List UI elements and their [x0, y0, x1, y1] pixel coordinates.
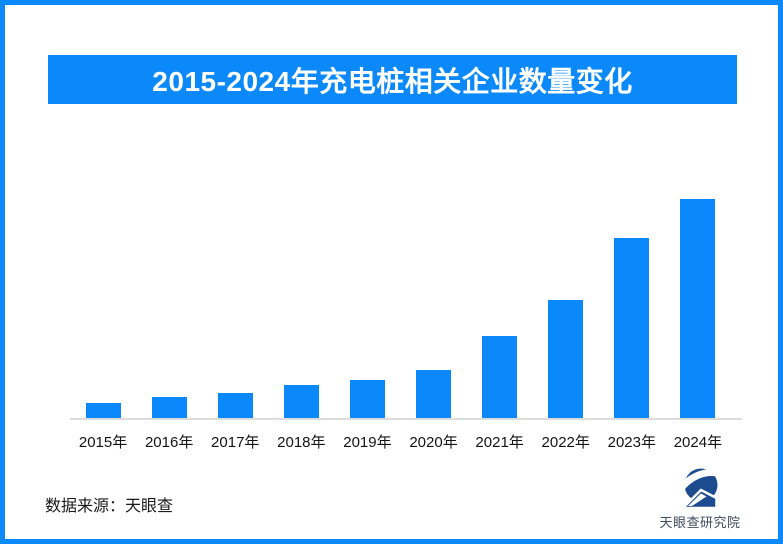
title-banner: 2015-2024年充电桩相关企业数量变化 — [48, 55, 737, 104]
bar-2020年 — [416, 370, 452, 418]
bar-column — [400, 370, 466, 418]
bar-2024年 — [680, 199, 716, 418]
chart-title: 2015-2024年充电桩相关企业数量变化 — [152, 65, 633, 97]
bar-column — [467, 336, 533, 418]
x-tick-label: 2017年 — [211, 434, 260, 451]
bar-column — [533, 300, 599, 418]
bar-chart: 2015年 2016年 2017年 2018年 2019年 2020年 2021年 2022年… — [70, 150, 742, 451]
x-tick-label: 2019年 — [343, 434, 392, 451]
bar-2016年 — [151, 397, 187, 418]
brand-name: 天眼查研究院 — [659, 515, 741, 530]
x-tick-label: 2024年 — [673, 434, 723, 451]
x-axis-labels: 2015年 2016年 2017年 2018年 2019年 2020年 2021年 2022年… — [70, 431, 731, 452]
bar-column — [268, 385, 334, 418]
bar-2021年 — [482, 336, 518, 418]
bar-column — [665, 199, 731, 418]
x-tick-label: 2015年 — [78, 434, 128, 451]
tianyancha-logo-icon — [676, 468, 724, 510]
data-source-label: 数据来源：天眼查 — [45, 498, 174, 515]
x-tick-label: 2021年 — [475, 434, 524, 451]
plot-area — [70, 150, 731, 418]
x-tick-label: 2023年 — [607, 434, 656, 451]
x-tick-label: 2022年 — [541, 434, 590, 451]
x-tick-label: 2020年 — [409, 434, 458, 451]
bar-2023年 — [614, 238, 650, 418]
brand-logo: 天眼查研究院 — [655, 466, 745, 531]
bar-column — [202, 393, 268, 418]
bar-column — [136, 397, 202, 418]
bar-2022年 — [548, 300, 584, 418]
bar-column — [70, 403, 136, 418]
bar-2015年 — [85, 403, 121, 418]
bar-column — [334, 380, 400, 418]
x-tick-label: 2016年 — [144, 434, 194, 451]
bar-2017年 — [217, 393, 253, 418]
x-tick-label: 2018年 — [277, 434, 326, 451]
bar-2019年 — [349, 380, 385, 418]
bar-2018年 — [283, 385, 319, 418]
bar-column — [599, 238, 665, 418]
x-axis-line — [70, 418, 742, 420]
